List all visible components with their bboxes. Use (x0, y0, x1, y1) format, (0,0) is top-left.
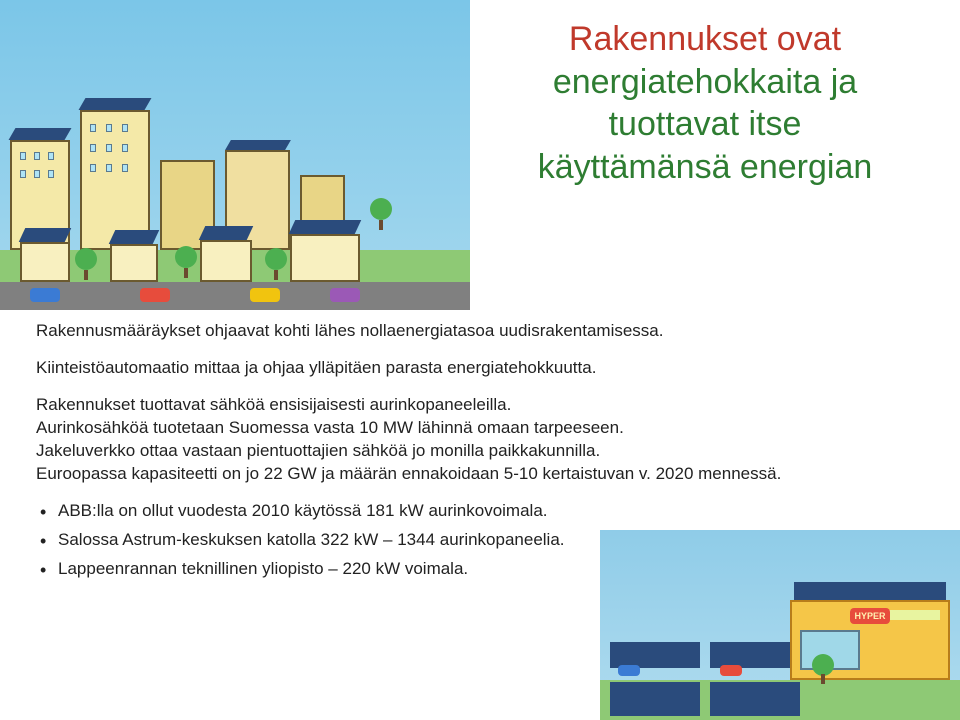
p3-line-b: Aurinkosähköä tuotetaan Suomessa vasta 1… (36, 418, 624, 437)
title-line-3: tuottavat itse (490, 103, 920, 146)
hyper-sign: HYPER (850, 608, 890, 624)
paragraph-2: Kiinteistöautomaatio mittaa ja ohjaa yll… (36, 357, 916, 380)
bullet-list: ABB:lla on ollut vuodesta 2010 käytössä … (36, 500, 920, 581)
p3-line-c: Jakeluverkko ottaa vastaan pientuottajie… (36, 441, 600, 460)
bullet-item: Lappeenrannan teknillinen yliopisto – 22… (36, 558, 576, 581)
title-line-2: energiatehokkaita ja (490, 61, 920, 104)
bullet-item: Salossa Astrum-keskuksen katolla 322 kW … (36, 529, 576, 552)
p3-line-d: Euroopassa kapasiteetti on jo 22 GW ja m… (36, 464, 781, 483)
title-line-4: käyttämänsä energian (490, 146, 920, 189)
slide-title: Rakennukset ovat energiatehokkaita ja tu… (490, 18, 920, 188)
paragraph-3: Rakennukset tuottavat sähköä ensisijaise… (36, 394, 916, 486)
p3-line-a: Rakennukset tuottavat sähköä ensisijaise… (36, 395, 511, 414)
slide-body: Rakennusmääräykset ohjaavat kohti lähes … (36, 320, 920, 586)
city-illustration-top (0, 0, 470, 310)
paragraph-1: Rakennusmääräykset ohjaavat kohti lähes … (36, 320, 916, 343)
title-line-1: Rakennukset ovat (490, 18, 920, 61)
bullet-item: ABB:lla on ollut vuodesta 2010 käytössä … (36, 500, 576, 523)
